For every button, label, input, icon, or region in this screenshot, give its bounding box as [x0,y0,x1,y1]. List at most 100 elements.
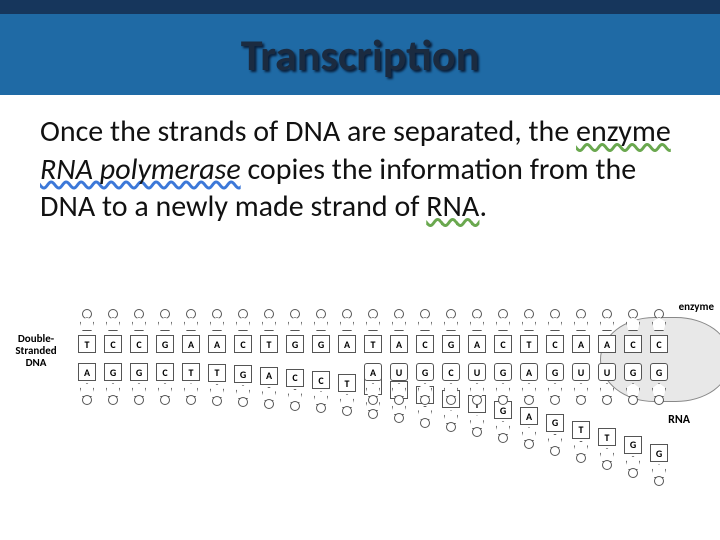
phosphate [628,395,638,405]
phosphate [550,395,560,405]
dna-base-top: A [390,335,408,353]
phosphate [524,439,534,449]
phosphate [82,395,92,405]
dna-base-top: C [234,335,252,353]
dna-base-top: A [572,335,590,353]
rna-base: G [546,363,564,381]
phosphate [316,403,326,413]
phosphate [160,395,170,405]
phosphate [212,396,222,406]
phosphate [576,395,586,405]
body-text-span: Once the strands of DNA are separated, t… [40,113,576,150]
body-text-span: . [479,188,487,225]
dna-base-bottom: G [650,444,668,462]
sugar [470,317,484,331]
phosphate [368,409,378,419]
body-text-span: RNA polymerase [40,151,241,188]
rna-base: G [624,363,642,381]
dna-base-bottom: G [546,414,564,432]
phosphate [498,395,508,405]
dna-base-bottom: A [260,367,278,385]
sugar [574,317,588,331]
sugar [548,317,562,331]
slide-title: Transcription [241,28,479,82]
sugar [496,317,510,331]
rna-label: RNA [668,413,690,427]
phosphate [420,395,430,405]
dna-base-bottom: G [624,436,642,454]
sugar [210,317,224,331]
sugar [600,317,614,331]
phosphate [472,395,482,405]
sugar [444,317,458,331]
dna-base-top: C [624,335,642,353]
sugar [288,317,302,331]
sugar [314,317,328,331]
dna-base-top: G [312,335,330,353]
phosphate [654,395,664,405]
dna-base-top: A [468,335,486,353]
sugar [106,317,120,331]
dna-base-top: A [182,335,200,353]
dna-base-top: C [130,335,148,353]
dna-base-bottom: C [286,369,304,387]
dna-base-bottom: T [572,421,590,439]
sugar [184,317,198,331]
dna-base-bottom: A [520,407,538,425]
phosphate [264,399,274,409]
dna-base-top: T [520,335,538,353]
sugar [392,317,406,331]
sugar [340,317,354,331]
phosphate [394,413,404,423]
title-band: Transcription [0,0,720,95]
rna-base: C [442,363,460,381]
sugar [366,317,380,331]
body-text-span: RNA [426,188,479,225]
sugar [158,317,172,331]
rna-base: U [390,363,408,381]
dna-base-bottom: T [208,364,226,382]
dna-base-top: C [650,335,668,353]
phosphate [290,401,300,411]
dna-base-top: T [260,335,278,353]
dna-base-top: C [494,335,512,353]
dna-base-bottom: G [104,363,122,381]
body-text-span: enzyme [576,113,671,150]
phosphate [576,453,586,463]
sugar [262,317,276,331]
phosphate [342,406,352,416]
dna-base-top: G [156,335,174,353]
dna-base-bottom: C [312,371,330,389]
dna-base-bottom: G [234,365,252,383]
phosphate [446,422,456,432]
dna-base-bottom: T [338,374,356,392]
phosphate [654,476,664,486]
dna-base-top: G [442,335,460,353]
dna-base-bottom: T [182,363,200,381]
rna-base: G [650,363,668,381]
phosphate [186,395,196,405]
rna-base: A [364,363,382,381]
rna-base: G [416,363,434,381]
dna-base-top: T [78,335,96,353]
phosphate [368,395,378,405]
phosphate [498,433,508,443]
phosphate [420,418,430,428]
phosphate [628,468,638,478]
phosphate [524,395,534,405]
rna-base: G [494,363,512,381]
dna-base-top: C [104,335,122,353]
dna-base-top: C [546,335,564,353]
dna-base-top: C [416,335,434,353]
sugar [522,317,536,331]
enzyme-label: enzyme [679,301,714,313]
phosphate [394,395,404,405]
phosphate [602,460,612,470]
sugar [132,317,146,331]
phosphate [550,446,560,456]
dna-base-top: G [286,335,304,353]
transcription-diagram: Double-StrandedDNA enzyme RNA TCCGAACTGG… [0,285,720,535]
dna-base-bottom: G [130,363,148,381]
dna-base-bottom: C [156,363,174,381]
phosphate [472,427,482,437]
